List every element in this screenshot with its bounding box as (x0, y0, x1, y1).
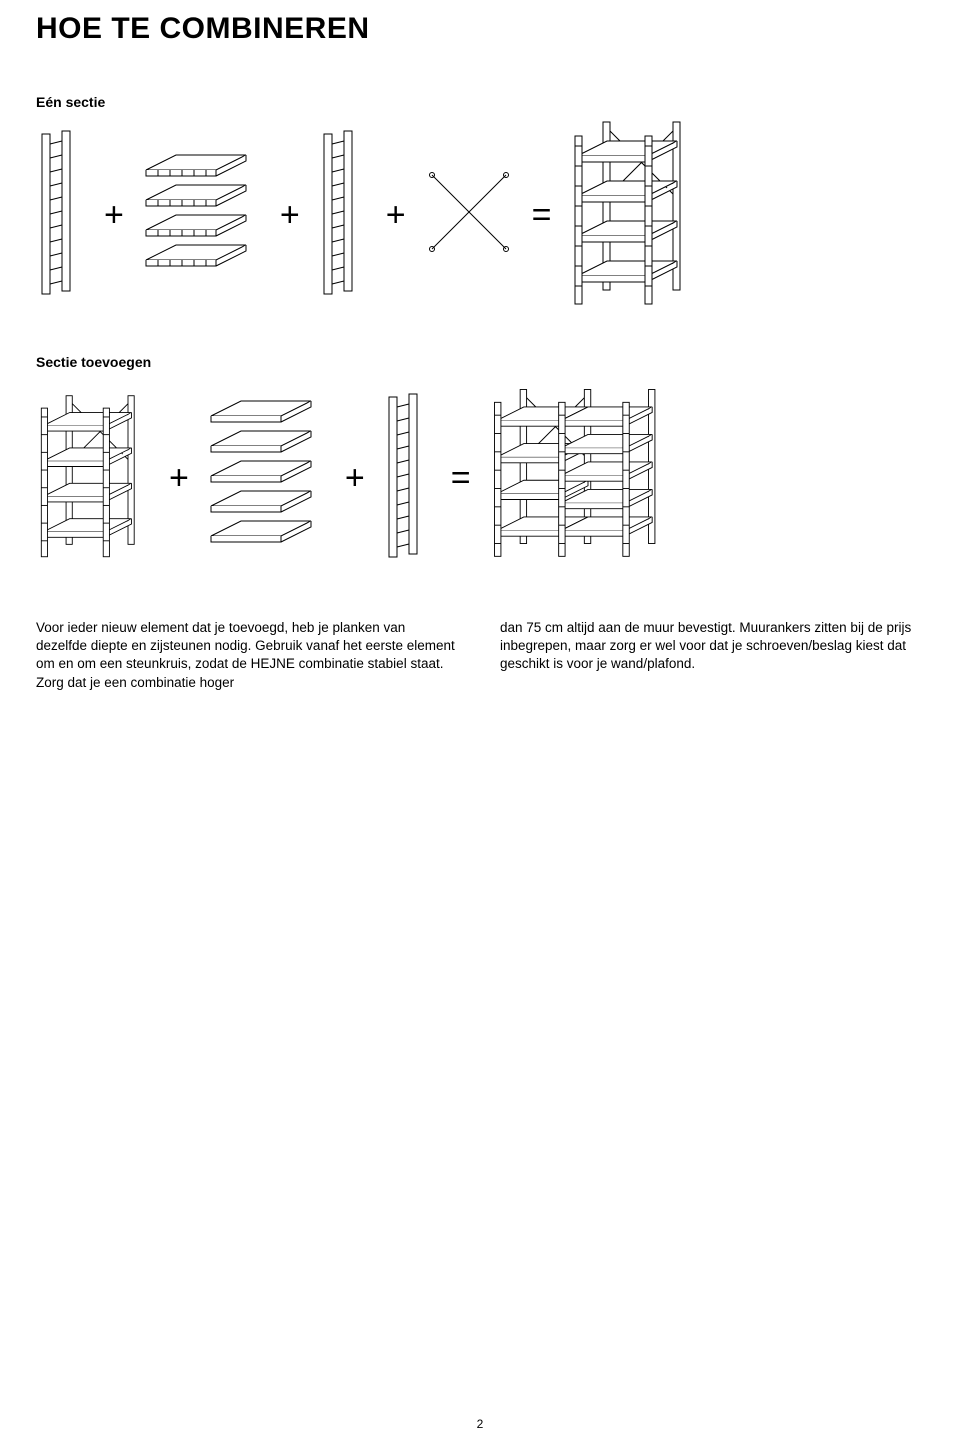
cross-brace-icon (424, 130, 514, 300)
diagram-row-2: + + (36, 380, 924, 575)
plus-operator: + (94, 198, 134, 232)
page-title: HOE TE COMBINEREN (36, 12, 924, 46)
plus-operator: + (159, 461, 199, 495)
side-post-icon (318, 130, 368, 300)
body-col-1: Voor ieder nieuw element dat je toevoegd… (36, 619, 460, 692)
page-number: 2 (0, 1417, 960, 1431)
body-col-2: dan 75 cm altijd aan de muur bevestigt. … (500, 619, 924, 692)
body-columns: Voor ieder nieuw element dat je toevoegd… (36, 619, 924, 692)
section2-label: Sectie toevoegen (36, 354, 924, 370)
plus-operator: + (270, 198, 310, 232)
shelves-5-icon (207, 388, 327, 568)
shelf-unit-double-icon (489, 380, 709, 575)
plus-operator: + (376, 198, 416, 232)
equals-operator: = (522, 198, 562, 232)
section1-label: Eén sectie (36, 94, 924, 110)
shelf-unit-single-icon (569, 120, 699, 310)
equals-operator: = (441, 461, 481, 495)
shelves-4-icon (142, 130, 262, 300)
plus-operator: + (335, 461, 375, 495)
side-post-icon (383, 388, 433, 568)
diagram-row-1: + + (36, 120, 924, 310)
side-post-icon (36, 130, 86, 300)
shelf-unit-single-icon (36, 388, 151, 568)
